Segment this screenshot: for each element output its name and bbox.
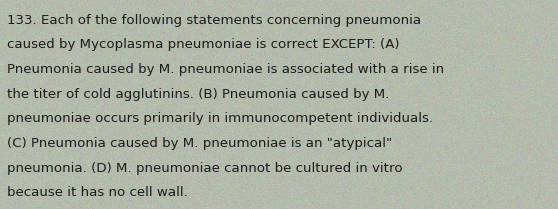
Text: pneumonia. (D) M. pneumoniae cannot be cultured in vitro: pneumonia. (D) M. pneumoniae cannot be c…: [7, 162, 403, 175]
Text: pneumoniae occurs primarily in immunocompetent individuals.: pneumoniae occurs primarily in immunocom…: [7, 112, 434, 125]
Text: 133. Each of the following statements concerning pneumonia: 133. Each of the following statements co…: [7, 14, 421, 27]
Text: the titer of cold agglutinins. (B) Pneumonia caused by M.: the titer of cold agglutinins. (B) Pneum…: [7, 88, 389, 101]
Text: because it has no cell wall.: because it has no cell wall.: [7, 186, 188, 199]
Text: (C) Pneumonia caused by M. pneumoniae is an "atypical": (C) Pneumonia caused by M. pneumoniae is…: [7, 137, 392, 150]
Text: caused by Mycoplasma pneumoniae is correct EXCEPT: (A): caused by Mycoplasma pneumoniae is corre…: [7, 38, 400, 51]
Text: Pneumonia caused by M. pneumoniae is associated with a rise in: Pneumonia caused by M. pneumoniae is ass…: [7, 63, 444, 76]
